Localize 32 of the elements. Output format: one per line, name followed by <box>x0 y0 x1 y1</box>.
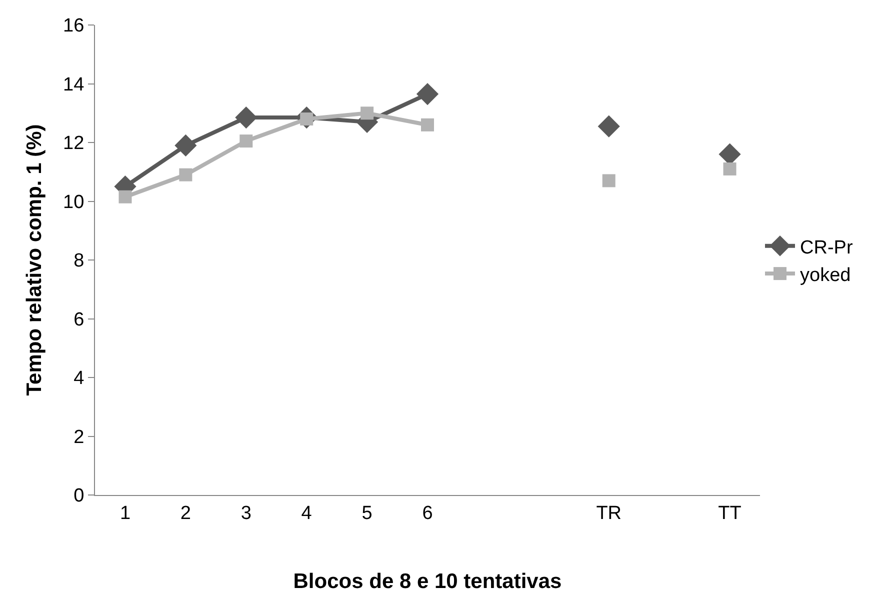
x-tick-label: 4 <box>301 502 312 524</box>
point <box>118 190 132 204</box>
x-tick-label: 3 <box>240 502 252 524</box>
y-tick-label: 12 <box>63 133 84 154</box>
legend-label: yoked <box>800 264 851 286</box>
y-tick-label: 0 <box>74 486 84 507</box>
x-axis-title: Blocos de 8 e 10 tentativas <box>293 570 562 593</box>
point <box>174 134 197 156</box>
point <box>416 82 439 106</box>
point <box>179 168 192 182</box>
point <box>602 174 616 188</box>
x-tick-label: TT <box>718 502 742 524</box>
y-tick-label: 4 <box>74 368 85 390</box>
point <box>723 162 736 176</box>
point <box>421 118 434 132</box>
point <box>235 106 258 129</box>
point <box>598 115 620 138</box>
x-tick-label: 1 <box>120 502 131 524</box>
y-tick-label: 16 <box>63 16 84 37</box>
x-tick-label: TR <box>596 502 622 524</box>
point <box>360 106 374 120</box>
y-tick-label: 14 <box>63 74 85 96</box>
x-tick-label: 2 <box>180 502 191 524</box>
y-axis-title: Tempo relativo comp. 1 (%) <box>23 124 46 396</box>
y-tick-label: 8 <box>74 250 84 272</box>
point <box>240 134 253 148</box>
y-tick-label: 2 <box>74 426 84 448</box>
x-tick-label: 5 <box>362 502 372 524</box>
legend-label: CR-Pr <box>800 237 854 258</box>
y-tick-label: 6 <box>74 309 84 330</box>
y-tick-label: 10 <box>63 192 84 213</box>
x-tick-label: 6 <box>422 502 433 524</box>
